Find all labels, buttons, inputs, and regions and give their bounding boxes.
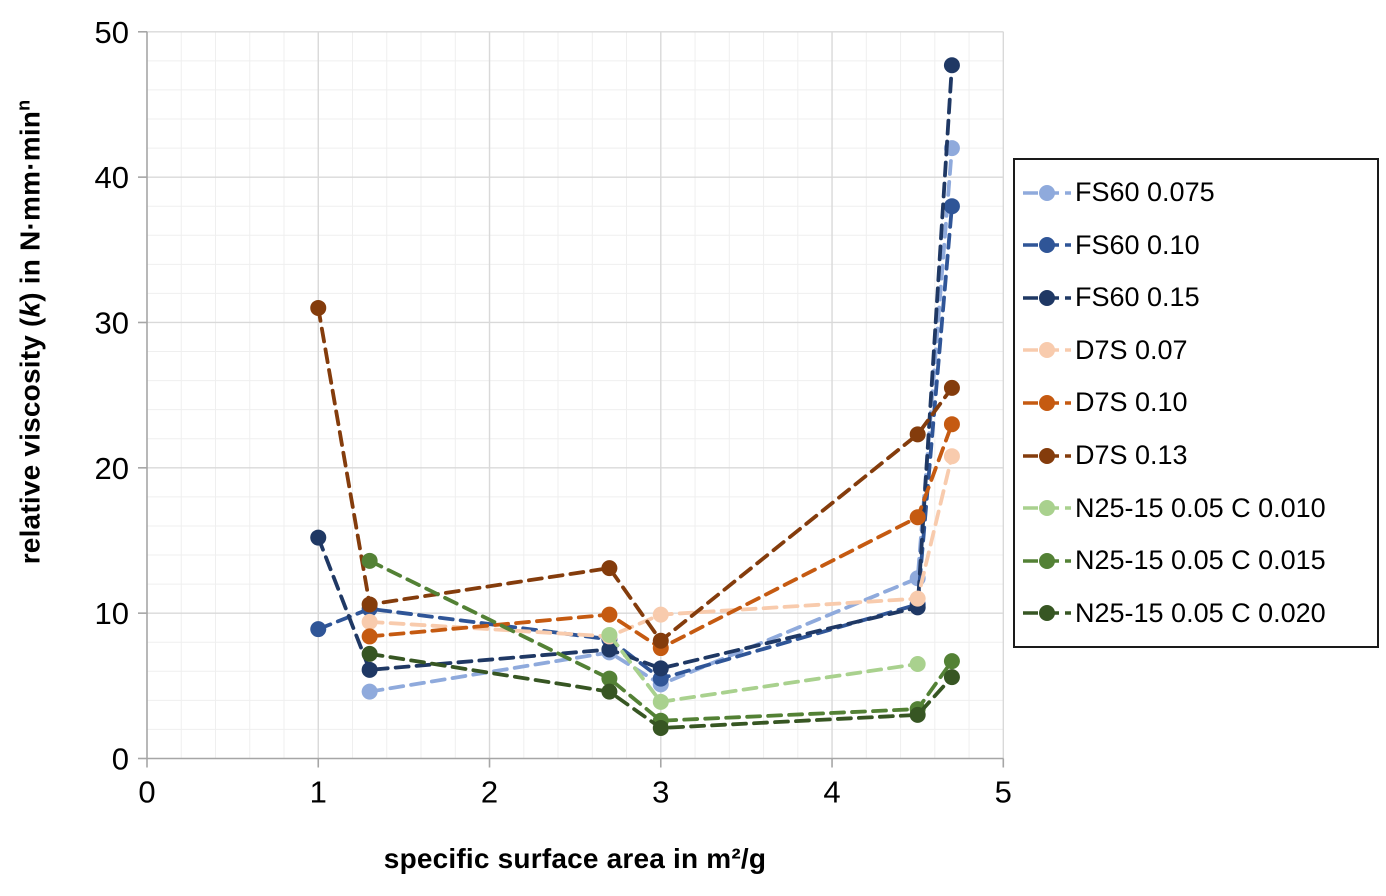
legend-item: FS60 0.10	[1023, 219, 1373, 271]
y-axis-title: relative viscosity (k) in N·mm·minn	[13, 100, 46, 565]
data-point-marker	[601, 670, 618, 687]
legend-marker-icon	[1023, 552, 1071, 569]
data-point-marker	[943, 669, 960, 686]
y-axis-title-mid: ) in N·mm·min	[14, 110, 46, 302]
data-point-marker	[943, 416, 960, 433]
legend-label: D7S 0.10	[1075, 387, 1188, 418]
x-tick-label: 5	[995, 775, 1012, 810]
legend-item: N25-15 0.05 C 0.020	[1023, 587, 1373, 639]
legend-marker-icon	[1023, 237, 1071, 254]
legend-item: N25-15 0.05 C 0.010	[1023, 482, 1373, 534]
y-axis-title-symbol: k	[14, 301, 46, 318]
data-point-marker	[601, 606, 618, 623]
data-point-marker	[652, 660, 669, 677]
data-point-marker	[652, 606, 669, 623]
legend-marker-icon	[1023, 500, 1071, 517]
chart-legend: FS60 0.075 FS60 0.10 FS60 0.15 D7S 0.07 D7S …	[1013, 158, 1379, 648]
legend-marker-icon	[1023, 184, 1071, 201]
legend-label: FS60 0.15	[1075, 282, 1200, 313]
legend-label: N25-15 0.05 C 0.015	[1075, 545, 1326, 576]
data-point-marker	[943, 379, 960, 396]
legend-marker-icon	[1023, 289, 1071, 306]
y-tick-label: 0	[112, 742, 129, 777]
data-point-marker	[943, 653, 960, 670]
series-line	[367, 558, 954, 723]
data-point-marker	[601, 683, 618, 700]
data-point-marker	[943, 57, 960, 74]
y-tick-label: 50	[95, 15, 129, 50]
legend-label: N25-15 0.05 C 0.010	[1075, 492, 1326, 523]
data-point-marker	[601, 560, 618, 577]
series-line	[316, 63, 954, 672]
y-tick-label: 40	[95, 160, 129, 195]
x-tick-label: 4	[823, 775, 840, 810]
x-tick-label: 1	[310, 775, 327, 810]
data-point-marker	[909, 426, 926, 443]
legend-item: N25-15 0.05 C 0.015	[1023, 535, 1373, 587]
data-point-marker	[601, 641, 618, 658]
legend-label: FS60 0.075	[1075, 177, 1215, 208]
legend-item: D7S 0.13	[1023, 430, 1373, 482]
data-point-marker	[601, 626, 618, 643]
legend-label: FS60 0.10	[1075, 229, 1200, 260]
data-point-marker	[652, 693, 669, 710]
y-tick-label: 20	[95, 451, 129, 486]
legend-label: N25-15 0.05 C 0.020	[1075, 597, 1326, 628]
data-point-marker	[361, 683, 378, 700]
x-axis-title: specific surface area in m²/g	[383, 843, 767, 874]
legend-marker-icon	[1023, 605, 1071, 622]
data-point-marker	[943, 448, 960, 465]
data-point-marker	[361, 613, 378, 630]
y-axis-title-exponent: n	[13, 99, 34, 111]
data-point-marker	[361, 596, 378, 613]
y-tick-label: 30	[95, 305, 129, 340]
legend-label: D7S 0.07	[1075, 334, 1188, 365]
data-point-marker	[652, 632, 669, 649]
data-point-marker	[909, 590, 926, 607]
legend-item: FS60 0.15	[1023, 272, 1373, 324]
y-tick-label: 10	[95, 596, 129, 631]
legend-marker-icon	[1023, 342, 1071, 359]
data-point-marker	[361, 552, 378, 569]
legend-item: FS60 0.075	[1023, 167, 1373, 219]
legend-marker-icon	[1023, 394, 1071, 411]
legend-item: D7S 0.07	[1023, 324, 1373, 376]
data-point-marker	[943, 198, 960, 215]
data-point-marker	[310, 299, 327, 316]
data-point-marker	[361, 628, 378, 645]
data-point-marker	[652, 719, 669, 736]
data-point-marker	[909, 509, 926, 526]
x-tick-label: 2	[481, 775, 498, 810]
legend-marker-icon	[1023, 447, 1071, 464]
data-point-marker	[909, 706, 926, 723]
x-tick-label: 0	[138, 775, 155, 810]
legend-item: D7S 0.10	[1023, 377, 1373, 429]
data-point-marker	[361, 661, 378, 678]
data-point-marker	[361, 645, 378, 662]
legend-label: D7S 0.13	[1075, 440, 1188, 471]
x-tick-label: 3	[652, 775, 669, 810]
data-point-marker	[310, 529, 327, 546]
y-axis-title-pre: relative viscosity (	[14, 317, 46, 565]
data-point-marker	[310, 621, 327, 638]
data-point-marker	[909, 656, 926, 673]
series-line	[316, 306, 954, 644]
